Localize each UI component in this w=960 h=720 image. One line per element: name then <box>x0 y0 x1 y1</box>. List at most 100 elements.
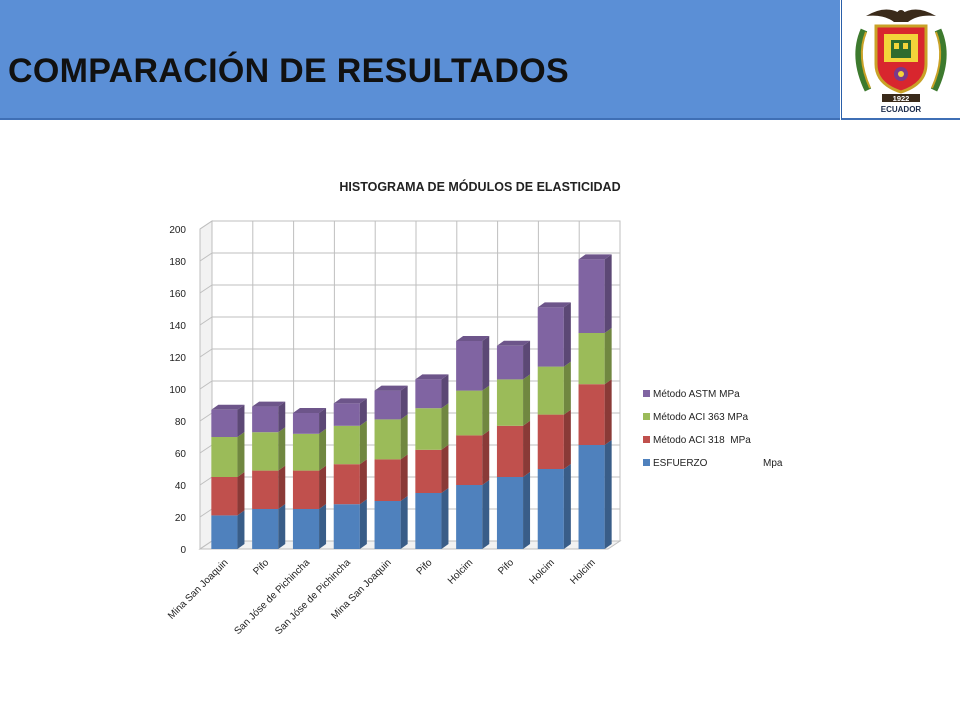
gridline-side <box>199 284 213 294</box>
gridline-side <box>199 412 213 422</box>
bar-side <box>237 432 245 477</box>
bar-front <box>456 390 483 436</box>
y-tick-label: 120 <box>169 353 186 364</box>
bar-segment <box>496 340 531 380</box>
bar-side <box>441 488 449 549</box>
y-tick-label: 40 <box>175 481 187 492</box>
y-axis-ticks: 0 20 40 60 80 100 120 140 160 180 200 <box>169 225 186 556</box>
x-tick-label: Holcim <box>568 557 597 586</box>
bar-segment <box>292 504 327 549</box>
bar-segment <box>537 409 571 469</box>
bar-front <box>292 433 320 471</box>
bar-front <box>211 409 238 437</box>
bar-side <box>604 440 612 549</box>
bar-side <box>359 499 367 549</box>
bar-side <box>523 340 531 380</box>
bar-segment <box>578 440 612 549</box>
bar-front <box>374 501 401 549</box>
gridline-side <box>199 540 213 550</box>
bar-segment <box>496 420 531 477</box>
legend: Método ASTM MPa Método ACI 363 MPa Método … <box>643 389 783 469</box>
legend-item: ESFUERZO Mpa <box>643 458 783 469</box>
bar-front <box>415 408 442 450</box>
bar-top <box>496 340 531 346</box>
bars <box>211 254 612 549</box>
bar-front <box>333 504 360 549</box>
bar-segment <box>496 374 531 426</box>
bar-segment <box>211 472 245 516</box>
bar-side <box>482 480 490 549</box>
bar-front <box>496 379 524 426</box>
header-bar: COMPARACIÓN DE RESULTADOS <box>0 0 840 120</box>
legend-swatch <box>643 459 650 466</box>
bar-side <box>523 420 531 477</box>
bar-segment <box>537 361 571 415</box>
bar-front <box>578 445 605 549</box>
bar-segment <box>374 496 408 549</box>
bar-side <box>400 454 408 501</box>
gridline-side <box>199 380 213 390</box>
bar-segment <box>415 444 449 493</box>
legend-swatch <box>643 436 650 443</box>
bar-side <box>482 385 490 436</box>
bar-segment <box>292 465 327 509</box>
bar-side <box>563 302 571 367</box>
bar-front <box>537 414 564 469</box>
bar-front <box>252 432 279 471</box>
bar-segment <box>252 401 286 433</box>
bar-segment <box>333 420 367 465</box>
bar-top <box>415 374 449 380</box>
x-tick-label: Pifo <box>251 557 271 577</box>
gridline-side <box>199 508 213 518</box>
bar-top <box>578 254 612 260</box>
bar-segment <box>292 428 327 471</box>
legend-label: Método ASTM MPa <box>653 389 740 400</box>
bar-front <box>456 435 483 485</box>
bar-segment <box>578 379 612 445</box>
y-tick-label: 160 <box>169 289 186 300</box>
bar-segment <box>252 465 286 509</box>
x-tick-label: Mina San Joaquin <box>166 557 230 621</box>
bar-top <box>292 408 327 413</box>
bar-side <box>278 427 286 471</box>
bar-side <box>482 430 490 485</box>
bar-front <box>374 459 401 501</box>
bar-side <box>237 472 245 516</box>
legend-label: Método ACI 318 MPa <box>653 435 751 446</box>
bar-segment <box>456 430 490 485</box>
bar-segment <box>415 488 449 549</box>
bar-front <box>252 509 279 549</box>
bar-side <box>359 398 367 426</box>
bar-front <box>252 406 279 433</box>
bar-top <box>252 401 286 407</box>
bar-segment <box>333 459 367 505</box>
bar-front <box>578 384 605 445</box>
bar-segment <box>578 254 612 333</box>
bar-front <box>333 464 360 505</box>
coat-of-arms-logo: 1922 ECUADOR <box>855 9 947 114</box>
y-tick-label: 200 <box>169 225 186 236</box>
bar-side <box>400 385 408 420</box>
bar-side <box>359 459 367 505</box>
bar-segment <box>252 427 286 471</box>
bar-side <box>563 409 571 469</box>
bar-front <box>333 425 360 465</box>
bar-side <box>523 374 531 426</box>
bar-front <box>292 470 320 509</box>
legend-swatch <box>643 390 650 397</box>
bar-front <box>252 470 279 509</box>
bar-segment <box>537 464 571 549</box>
bar-side <box>441 444 449 493</box>
gridline-side <box>199 476 213 486</box>
bar-segment <box>496 472 531 549</box>
x-tick-label: San Jóse de Pichincha <box>273 557 353 637</box>
bar-segment <box>333 398 367 426</box>
y-tick-label: 80 <box>175 417 187 428</box>
bar-front <box>496 345 524 380</box>
bar-side <box>237 404 245 437</box>
bar-top <box>211 404 245 410</box>
bar-side <box>237 510 245 549</box>
bar-segment <box>374 385 408 420</box>
bar-segment <box>211 404 245 437</box>
